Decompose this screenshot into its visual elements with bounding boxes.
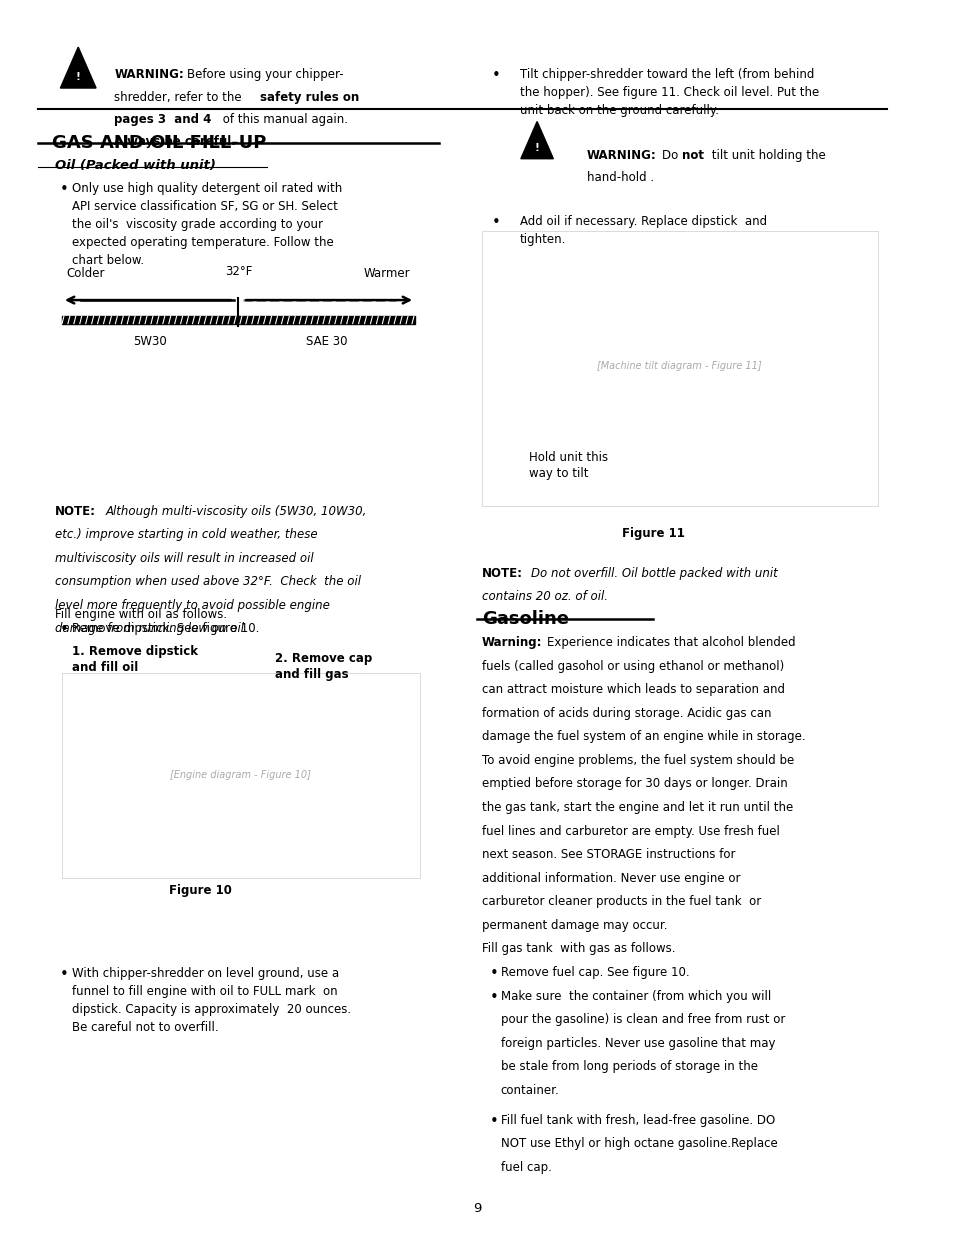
Text: •: • xyxy=(489,1114,497,1128)
Text: multiviscosity oils will result in increased oil: multiviscosity oils will result in incre… xyxy=(55,552,314,564)
Text: Always be careful.: Always be careful. xyxy=(114,135,236,148)
Text: !: ! xyxy=(75,72,81,82)
Text: Hold unit this: Hold unit this xyxy=(529,451,608,464)
Text: With chipper-shredder on level ground, use a
funnel to fill engine with oil to F: With chipper-shredder on level ground, u… xyxy=(71,967,351,1034)
Text: Remove fuel cap. See figure 10.: Remove fuel cap. See figure 10. xyxy=(500,966,689,978)
Text: tilt unit holding the: tilt unit holding the xyxy=(707,149,824,161)
Text: etc.) improve starting in cold weather, these: etc.) improve starting in cold weather, … xyxy=(55,528,317,541)
Text: Gasoline: Gasoline xyxy=(481,610,568,629)
Text: •: • xyxy=(60,967,69,982)
Text: !: ! xyxy=(534,144,539,154)
Text: level more frequently to avoid possible engine: level more frequently to avoid possible … xyxy=(55,599,330,611)
Text: fuels (called gasohol or using ethanol or methanol): fuels (called gasohol or using ethanol o… xyxy=(481,660,783,672)
Text: Warning:: Warning: xyxy=(481,636,541,649)
Text: •: • xyxy=(489,966,497,981)
Text: Colder: Colder xyxy=(67,268,105,280)
Text: To avoid engine problems, the fuel system should be: To avoid engine problems, the fuel syste… xyxy=(481,754,793,766)
Polygon shape xyxy=(520,122,553,159)
Text: emptied before storage for 30 days or longer. Drain: emptied before storage for 30 days or lo… xyxy=(481,777,786,790)
Text: pour the gasoline) is clean and free from rust or: pour the gasoline) is clean and free fro… xyxy=(500,1013,784,1025)
Text: Add oil if necessary. Replace dipstick  and
tighten.: Add oil if necessary. Replace dipstick a… xyxy=(519,215,766,246)
Text: of this manual again.: of this manual again. xyxy=(219,113,348,125)
Text: NOT use Ethyl or high octane gasoline.Replace: NOT use Ethyl or high octane gasoline.Re… xyxy=(500,1137,777,1149)
Text: Fill fuel tank with fresh, lead-free gasoline. DO: Fill fuel tank with fresh, lead-free gas… xyxy=(500,1114,774,1126)
Text: Oil (Packed with unit): Oil (Packed with unit) xyxy=(55,159,216,171)
Text: Do not overfill. Oil bottle packed with unit: Do not overfill. Oil bottle packed with … xyxy=(531,567,778,579)
Text: WARNING:: WARNING: xyxy=(114,68,184,81)
Text: •: • xyxy=(60,182,69,197)
Text: [Engine diagram - Figure 10]: [Engine diagram - Figure 10] xyxy=(170,770,311,780)
Text: contains 20 oz. of oil.: contains 20 oz. of oil. xyxy=(481,590,607,603)
Text: not: not xyxy=(681,149,703,161)
Text: formation of acids during storage. Acidic gas can: formation of acids during storage. Acidi… xyxy=(481,707,770,719)
Text: 9: 9 xyxy=(473,1203,480,1215)
Text: foreign particles. Never use gasoline that may: foreign particles. Never use gasoline th… xyxy=(500,1037,775,1049)
Text: container.: container. xyxy=(500,1084,559,1096)
Text: 5W30: 5W30 xyxy=(133,335,167,347)
Text: 2. Remove cap: 2. Remove cap xyxy=(274,652,372,665)
Text: Figure 11: Figure 11 xyxy=(621,527,684,539)
Text: NOTE:: NOTE: xyxy=(55,505,96,517)
Text: permanent damage may occur.: permanent damage may occur. xyxy=(481,919,666,931)
Text: Only use high quality detergent oil rated with
API service classification SF, SG: Only use high quality detergent oil rate… xyxy=(71,182,341,268)
Text: [Machine tilt diagram - Figure 11]: [Machine tilt diagram - Figure 11] xyxy=(597,361,760,371)
Text: OPERATION: OPERATION xyxy=(910,594,923,671)
Text: •: • xyxy=(489,990,497,1004)
Text: Before using your chipper-: Before using your chipper- xyxy=(187,68,343,81)
Text: SAE 30: SAE 30 xyxy=(306,335,347,347)
Text: GAS AND OIL FILL-UP: GAS AND OIL FILL-UP xyxy=(52,134,267,153)
Text: shredder, refer to the: shredder, refer to the xyxy=(114,91,246,103)
Text: can attract moisture which leads to separation and: can attract moisture which leads to sepa… xyxy=(481,683,784,696)
Text: the gas tank, start the engine and let it run until the: the gas tank, start the engine and let i… xyxy=(481,801,792,813)
Text: Although multi-viscosity oils (5W30, 10W30,: Although multi-viscosity oils (5W30, 10W… xyxy=(106,505,367,517)
Text: •: • xyxy=(491,215,499,229)
Text: •: • xyxy=(60,622,69,637)
Text: carburetor cleaner products in the fuel tank  or: carburetor cleaner products in the fuel … xyxy=(481,895,760,908)
Text: and fill gas: and fill gas xyxy=(274,668,348,681)
Text: Warmer: Warmer xyxy=(363,268,410,280)
Text: and fill oil: and fill oil xyxy=(71,661,137,673)
Text: •: • xyxy=(491,68,499,83)
Text: be stale from long periods of storage in the: be stale from long periods of storage in… xyxy=(500,1060,757,1073)
Text: 1. Remove dipstick: 1. Remove dipstick xyxy=(71,645,197,657)
Text: pages 3  and 4: pages 3 and 4 xyxy=(114,113,212,125)
Text: consumption when used above 32°F.  Check  the oil: consumption when used above 32°F. Check … xyxy=(55,575,361,588)
Text: fuel lines and carburetor are empty. Use fresh fuel: fuel lines and carburetor are empty. Use… xyxy=(481,825,779,837)
Polygon shape xyxy=(60,47,96,88)
Text: Remove dipstick. See figure 10.: Remove dipstick. See figure 10. xyxy=(71,622,258,635)
Text: 32°F: 32°F xyxy=(225,265,252,278)
Text: hand-hold .: hand-hold . xyxy=(586,171,653,184)
Text: fuel cap.: fuel cap. xyxy=(500,1161,551,1173)
Text: damage from running low on oil.: damage from running low on oil. xyxy=(55,622,248,635)
Text: Tilt chipper-shredder toward the left (from behind
the hopper). See figure 11. C: Tilt chipper-shredder toward the left (f… xyxy=(519,68,819,118)
Text: Fill gas tank  with gas as follows.: Fill gas tank with gas as follows. xyxy=(481,942,675,955)
Text: Make sure  the container (from which you will: Make sure the container (from which you … xyxy=(500,990,770,1002)
Text: NOTE:: NOTE: xyxy=(481,567,522,579)
Text: next season. See STORAGE instructions for: next season. See STORAGE instructions fo… xyxy=(481,848,735,861)
Text: damage the fuel system of an engine while in storage.: damage the fuel system of an engine whil… xyxy=(481,730,804,743)
Text: safety rules on: safety rules on xyxy=(260,91,359,103)
Text: way to tilt: way to tilt xyxy=(529,467,588,480)
Text: Experience indicates that alcohol blended: Experience indicates that alcohol blende… xyxy=(546,636,795,649)
Text: Fill engine with oil as follows.: Fill engine with oil as follows. xyxy=(55,608,227,620)
Text: additional information. Never use engine or: additional information. Never use engine… xyxy=(481,872,740,884)
Text: Figure 10: Figure 10 xyxy=(169,884,232,897)
Text: WARNING:: WARNING: xyxy=(586,149,656,161)
Text: Do: Do xyxy=(661,149,681,161)
